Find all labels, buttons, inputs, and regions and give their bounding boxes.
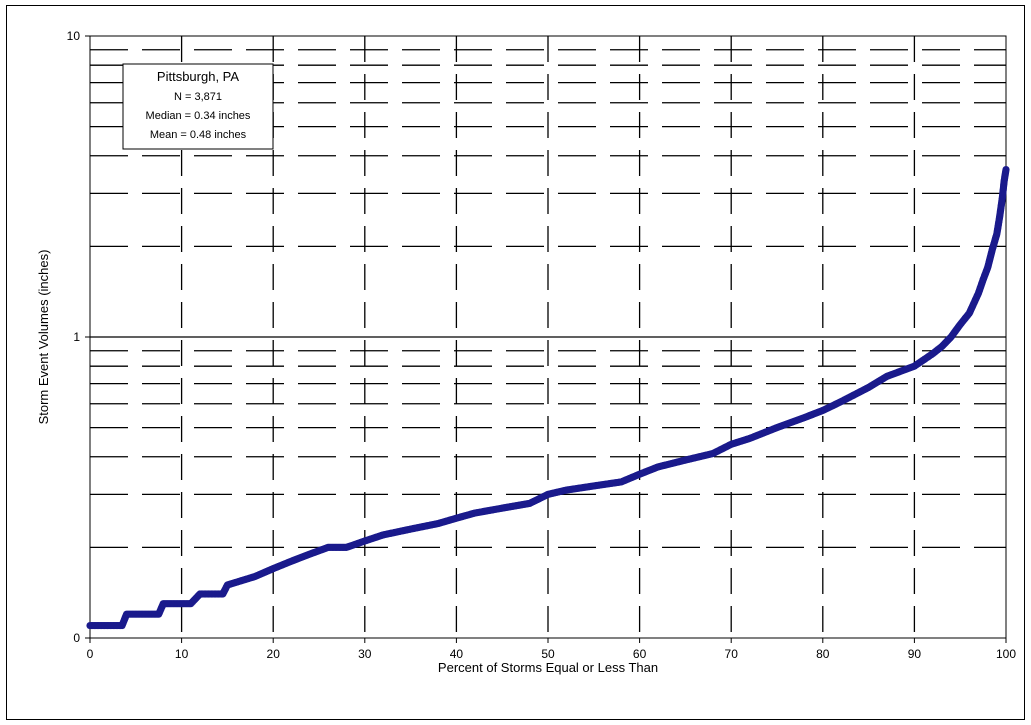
x-tick-label: 80 — [816, 647, 830, 661]
x-axis-ticks: 0 10 20 30 40 50 60 70 80 90 100 — [87, 638, 1016, 661]
y-axis-title: Storm Event Volumes (inches) — [36, 250, 51, 425]
legend-box: Pittsburgh, PA N = 3,871 Median = 0.34 i… — [122, 63, 274, 150]
x-tick-label: 30 — [358, 647, 372, 661]
x-tick-label: 10 — [175, 647, 189, 661]
data-point — [1002, 165, 1010, 174]
y-axis-ticks: 0 1 10 — [67, 29, 90, 645]
x-tick-label: 100 — [996, 647, 1016, 661]
y-tick-label: 10 — [67, 29, 81, 43]
x-tick-label: 40 — [450, 647, 464, 661]
x-tick-label: 50 — [541, 647, 555, 661]
y-tick-label: 1 — [73, 330, 80, 344]
x-axis-title: Percent of Storms Equal or Less Than — [438, 660, 658, 675]
legend-line-mean: Mean = 0.48 inches — [150, 129, 247, 141]
legend-border — [122, 63, 274, 150]
legend-line-n: N = 3,871 — [174, 91, 222, 103]
data-series — [86, 165, 1010, 630]
x-tick-label: 0 — [87, 647, 94, 661]
x-tick-label: 20 — [267, 647, 281, 661]
x-tick-label: 60 — [633, 647, 647, 661]
x-tick-label: 70 — [725, 647, 739, 661]
y-tick-label: 0 — [73, 631, 80, 645]
x-tick-label: 90 — [908, 647, 922, 661]
legend-line-median: Median = 0.34 inches — [146, 110, 251, 122]
legend-title: Pittsburgh, PA — [157, 69, 239, 84]
